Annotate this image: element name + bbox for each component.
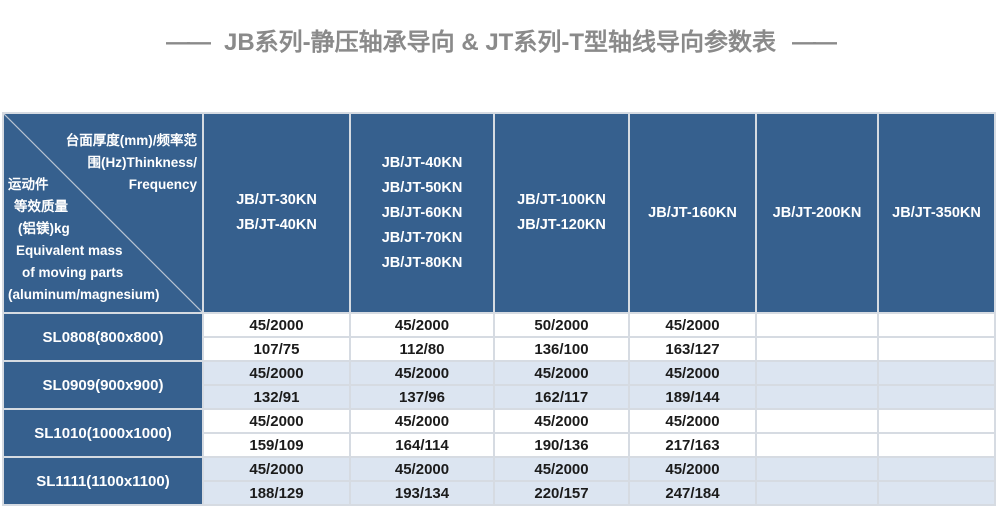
table-row: 159/109 164/114 190/136 217/163 <box>4 434 994 456</box>
column-header-200kn: JB/JT-200KN <box>757 114 877 312</box>
table-cell: 45/2000 <box>630 362 755 384</box>
table-cell <box>879 362 994 384</box>
table-cell: 45/2000 <box>495 410 628 432</box>
table-cell: 190/136 <box>495 434 628 456</box>
table-cell: 132/91 <box>204 386 349 408</box>
table-row: SL1010(1000x1000) 45/2000 45/2000 45/200… <box>4 410 994 456</box>
corner-top-line: 围(Hz)Thinkness/ <box>87 155 197 170</box>
table-cell <box>879 482 994 504</box>
table-cell: 162/117 <box>495 386 628 408</box>
table-cell <box>879 410 994 432</box>
table-cell: 45/2000 <box>351 314 493 336</box>
corner-bottom-line: (铝镁)kg <box>18 221 70 236</box>
corner-bottom-line: 运动件 <box>8 177 49 192</box>
table-cell <box>757 386 877 408</box>
table-cell: 50/2000 <box>495 314 628 336</box>
column-header-line: JB/JT-60KN <box>381 204 463 221</box>
row-label-sl1010: SL1010(1000x1000) <box>4 410 202 456</box>
table-cell: 220/157 <box>495 482 628 504</box>
table-cell: 247/184 <box>630 482 755 504</box>
table-cell: 45/2000 <box>630 314 755 336</box>
table-cell: 45/2000 <box>630 410 755 432</box>
table-cell: 189/144 <box>630 386 755 408</box>
table-cell <box>757 434 877 456</box>
table-cell: 45/2000 <box>351 410 493 432</box>
header-row: 台面厚度(mm)/频率范 围(Hz)Thinkness/ Frequency 运… <box>4 114 994 312</box>
table-cell: 45/2000 <box>495 362 628 384</box>
table-cell: 45/2000 <box>630 458 755 480</box>
table-cell: 45/2000 <box>204 458 349 480</box>
table-row: SL1111(1100x1100) 45/2000 45/2000 45/200… <box>4 458 994 504</box>
table-cell: 45/2000 <box>351 362 493 384</box>
table-cell: 45/2000 <box>204 314 349 336</box>
column-header-line: JB/JT-160KN <box>648 204 737 221</box>
table-cell: 45/2000 <box>204 362 349 384</box>
title-left-dash: —— <box>166 29 211 56</box>
column-header-160kn: JB/JT-160KN <box>630 114 755 312</box>
column-header-100-120kn: JB/JT-100KN JB/JT-120KN <box>495 114 628 312</box>
column-header-40-80kn: JB/JT-40KN JB/JT-50KN JB/JT-60KN JB/JT-7… <box>351 114 493 312</box>
corner-top-label: 台面厚度(mm)/频率范 围(Hz)Thinkness/ Frequency <box>66 130 197 196</box>
table-cell: 45/2000 <box>204 410 349 432</box>
table-row: SL0808(800x800) 45/2000 45/2000 50/2000 … <box>4 314 994 360</box>
column-header-line: JB/JT-40KN <box>236 217 317 233</box>
table-cell <box>757 482 877 504</box>
table-cell <box>757 458 877 480</box>
corner-header-cell: 台面厚度(mm)/频率范 围(Hz)Thinkness/ Frequency 运… <box>4 114 202 312</box>
column-header-line: JB/JT-70KN <box>381 229 463 246</box>
table-cell: 217/163 <box>630 434 755 456</box>
parameter-table: 台面厚度(mm)/频率范 围(Hz)Thinkness/ Frequency 运… <box>2 112 996 506</box>
row-label-sl1111: SL1111(1100x1100) <box>4 458 202 504</box>
corner-bottom-line: of moving parts <box>22 265 124 280</box>
table-cell: 136/100 <box>495 338 628 360</box>
column-header-line: JB/JT-40KN <box>381 154 463 171</box>
column-header-line: JB/JT-80KN <box>381 254 463 271</box>
table-cell <box>879 338 994 360</box>
table-row: 132/91 137/96 162/117 189/144 <box>4 386 994 408</box>
diagonal-divider <box>4 114 202 312</box>
table-cell: 164/114 <box>351 434 493 456</box>
column-header-line: JB/JT-100KN <box>517 192 606 208</box>
title-right-dash: —— <box>792 29 837 56</box>
column-header-line: JB/JT-120KN <box>517 217 606 233</box>
table-cell <box>757 338 877 360</box>
corner-bottom-line: Equivalent mass <box>16 243 123 258</box>
table-cell: 159/109 <box>204 434 349 456</box>
column-header-line: JB/JT-200KN <box>772 204 862 221</box>
corner-top-line: Frequency <box>128 177 197 192</box>
table-cell <box>879 434 994 456</box>
table-row: 107/75 112/80 136/100 163/127 <box>4 338 994 360</box>
page-title: —— JB系列-静压轴承导向 & JT系列-T型轴线导向参数表 —— <box>0 22 1000 57</box>
table-cell <box>757 362 877 384</box>
corner-top-line: 台面厚度(mm)/频率范 <box>65 133 197 148</box>
table-cell: 107/75 <box>204 338 349 360</box>
table-cell: 193/134 <box>351 482 493 504</box>
table-cell: 45/2000 <box>351 458 493 480</box>
table-cell: 112/80 <box>351 338 493 360</box>
table-cell <box>757 410 877 432</box>
table-cell: 188/129 <box>204 482 349 504</box>
row-label-sl0909: SL0909(900x900) <box>4 362 202 408</box>
column-header-line: JB/JT-30KN <box>236 192 317 208</box>
corner-bottom-line: (aluminum/magnesium) <box>8 287 160 302</box>
column-header-line: JB/JT-50KN <box>381 179 463 196</box>
table-row: SL0909(900x900) 45/2000 45/2000 45/2000 … <box>4 362 994 408</box>
column-header-line: JB/JT-350KN <box>892 204 981 221</box>
column-header-30-40kn: JB/JT-30KN JB/JT-40KN <box>204 114 349 312</box>
table-cell: 137/96 <box>351 386 493 408</box>
table-cell <box>757 314 877 336</box>
table-cell: 45/2000 <box>495 458 628 480</box>
table-cell <box>879 386 994 408</box>
table-cell <box>879 458 994 480</box>
corner-bottom-label: 运动件 等效质量 (铝镁)kg Equivalent mass of movin… <box>8 174 160 306</box>
title-text: JB系列-静压轴承导向 & JT系列-T型轴线导向参数表 <box>224 29 776 56</box>
column-header-350kn: JB/JT-350KN <box>879 114 994 312</box>
corner-bottom-line: 等效质量 <box>14 199 68 214</box>
table-cell: 163/127 <box>630 338 755 360</box>
table-cell <box>879 314 994 336</box>
row-label-sl0808: SL0808(800x800) <box>4 314 202 360</box>
